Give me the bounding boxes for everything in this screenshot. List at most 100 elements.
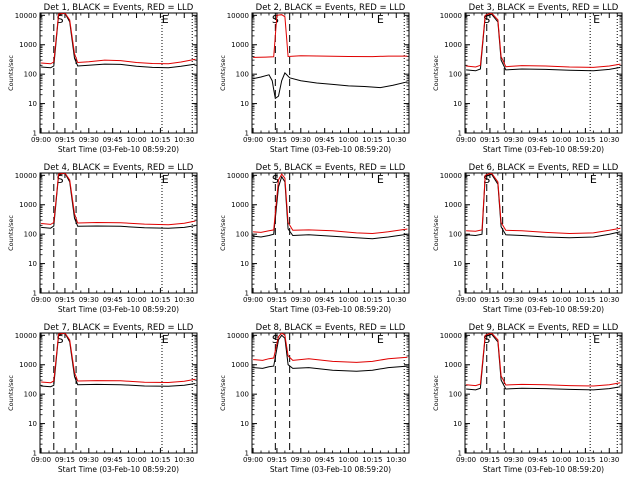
chart-9: Det 9, BLACK = Events, RED = LLD 1 10 100 10… bbox=[432, 323, 623, 474]
chart-3-title: Det 3, BLACK = Events, RED = LLD bbox=[469, 3, 619, 13]
chart-7-marker-s: S bbox=[57, 333, 64, 346]
chart-1-x-tick-label: 09:00 bbox=[31, 136, 51, 144]
chart-6-frame bbox=[464, 172, 623, 294]
chart-4-marker-s: S bbox=[57, 173, 64, 186]
chart-3-x-tick-label: 09:15 bbox=[480, 136, 500, 144]
chart-2-x-tick-label: 09:00 bbox=[243, 136, 263, 144]
chart-1-y-tick-label: 10 bbox=[28, 100, 37, 108]
chart-3-x-tick-label: 09:45 bbox=[528, 136, 548, 144]
chart-1-frame bbox=[39, 12, 198, 134]
chart-6-y-tick-label: 1 bbox=[458, 290, 462, 298]
chart-6-y-tick-label: 100 bbox=[449, 231, 462, 239]
chart-4-x-tick-label: 09:15 bbox=[55, 296, 75, 304]
chart-3-y-tick-label: 1000 bbox=[444, 41, 462, 49]
chart-8-events-line bbox=[253, 334, 408, 372]
chart-9-y-tick-label: 1000 bbox=[444, 361, 462, 369]
chart-4-x-tick-label: 10:00 bbox=[126, 296, 146, 304]
chart-6-title: Det 6, BLACK = Events, RED = LLD bbox=[469, 163, 619, 173]
chart-8-y-tick-label: 1 bbox=[245, 450, 249, 458]
chart-5-x-tick-label: 09:15 bbox=[267, 296, 287, 304]
chart-8-y-axis-label: Counts/sec bbox=[219, 375, 227, 411]
chart-4-title: Det 4, BLACK = Events, RED = LLD bbox=[44, 163, 194, 173]
chart-2-x-tick-label: 09:15 bbox=[267, 136, 287, 144]
chart-1-y-axis-label: Counts/sec bbox=[7, 55, 15, 91]
chart-8-x-tick-label: 10:30 bbox=[386, 456, 406, 464]
chart-8-y-tick-label: 1000 bbox=[231, 361, 249, 369]
chart-3-y-tick-label: 100 bbox=[449, 71, 462, 79]
chart-1-y-tick-label: 10000 bbox=[15, 12, 37, 20]
chart-3-x-tick-label: 10:15 bbox=[575, 136, 595, 144]
chart-2-x-axis-label: Start Time (03-Feb-10 08:59:20) bbox=[270, 145, 391, 154]
chart-2-y-tick-label: 10 bbox=[240, 100, 249, 108]
chart-8-x-tick-label: 10:00 bbox=[338, 456, 358, 464]
chart-7-y-tick-label: 10 bbox=[28, 420, 37, 428]
chart-5-y-tick-label: 10000 bbox=[227, 172, 249, 180]
chart-7-x-tick-label: 10:30 bbox=[174, 456, 194, 464]
chart-7-x-tick-label: 09:15 bbox=[55, 456, 75, 464]
chart-5-x-tick-label: 10:15 bbox=[362, 296, 382, 304]
chart-3-x-axis-label: Start Time (03-Feb-10 08:59:20) bbox=[483, 145, 604, 154]
chart-5-y-tick-label: 1 bbox=[245, 290, 249, 298]
chart-8-y-tick-label: 10 bbox=[240, 420, 249, 428]
chart-9-y-tick-label: 10 bbox=[453, 420, 462, 428]
chart-2-y-tick-label: 1000 bbox=[231, 41, 249, 49]
chart-7-y-tick-label: 1000 bbox=[19, 361, 37, 369]
chart-3-x-tick-label: 10:30 bbox=[599, 136, 619, 144]
chart-7-y-tick-label: 1 bbox=[33, 450, 37, 458]
chart-3-x-tick-label: 10:00 bbox=[551, 136, 571, 144]
chart-8: Det 8, BLACK = Events, RED = LLD 1 10 100 10… bbox=[219, 323, 410, 474]
chart-4-x-tick-label: 09:00 bbox=[31, 296, 51, 304]
chart-8-y-tick-label: 100 bbox=[236, 391, 249, 399]
chart-9-x-tick-label: 09:00 bbox=[456, 456, 476, 464]
chart-7-x-tick-label: 10:00 bbox=[126, 456, 146, 464]
chart-3-y-tick-label: 10000 bbox=[440, 12, 462, 20]
chart-1-x-tick-label: 10:30 bbox=[174, 136, 194, 144]
chart-5-y-axis-label: Counts/sec bbox=[219, 215, 227, 251]
chart-3-x-tick-label: 09:00 bbox=[456, 136, 476, 144]
chart-6-y-tick-label: 10 bbox=[453, 260, 462, 268]
chart-4-frame bbox=[39, 172, 198, 294]
chart-2-x-tick-label: 10:30 bbox=[386, 136, 406, 144]
chart-6-marker-e: E bbox=[590, 173, 597, 186]
chart-9-y-tick-label: 100 bbox=[449, 391, 462, 399]
chart-2-x-tick-label: 10:00 bbox=[338, 136, 358, 144]
chart-2-marker-e: E bbox=[377, 13, 384, 26]
chart-4-lld-line bbox=[41, 173, 196, 226]
chart-6-x-tick-label: 09:15 bbox=[480, 296, 500, 304]
chart-5-y-tick-label: 1000 bbox=[231, 201, 249, 209]
chart-4-y-tick-label: 10 bbox=[28, 260, 37, 268]
chart-6-y-tick-label: 10000 bbox=[440, 172, 462, 180]
chart-5-title: Det 5, BLACK = Events, RED = LLD bbox=[256, 163, 406, 173]
chart-5: Det 5, BLACK = Events, RED = LLD 1 10 100 10… bbox=[219, 163, 410, 314]
chart-6-x-tick-label: 09:00 bbox=[456, 296, 476, 304]
chart-9-x-tick-label: 10:00 bbox=[551, 456, 571, 464]
chart-6-marker-s: S bbox=[483, 173, 490, 186]
chart-7-frame bbox=[39, 332, 198, 454]
chart-1-y-tick-label: 100 bbox=[24, 71, 37, 79]
chart-9-x-tick-label: 10:30 bbox=[599, 456, 619, 464]
chart-3-lld-line bbox=[466, 13, 621, 68]
chart-4-y-tick-label: 1000 bbox=[19, 201, 37, 209]
chart-2-x-tick-label: 09:45 bbox=[315, 136, 335, 144]
chart-8-x-tick-label: 09:00 bbox=[243, 456, 263, 464]
chart-9-frame bbox=[464, 332, 623, 454]
chart-3-frame bbox=[464, 12, 623, 134]
chart-7-y-axis-label: Counts/sec bbox=[7, 375, 15, 411]
chart-7-x-tick-label: 09:45 bbox=[103, 456, 123, 464]
chart-6-y-tick-label: 1000 bbox=[444, 201, 462, 209]
chart-2-frame bbox=[251, 12, 410, 134]
chart-9-title: Det 9, BLACK = Events, RED = LLD bbox=[469, 323, 619, 333]
chart-7-x-tick-label: 10:15 bbox=[150, 456, 170, 464]
chart-2-title: Det 2, BLACK = Events, RED = LLD bbox=[256, 3, 406, 13]
chart-9-x-tick-label: 10:15 bbox=[575, 456, 595, 464]
chart-5-x-tick-label: 09:30 bbox=[291, 296, 311, 304]
chart-6-y-axis-label: Counts/sec bbox=[432, 215, 440, 251]
chart-4-y-tick-label: 1 bbox=[33, 290, 37, 298]
chart-4-marker-e: E bbox=[162, 173, 169, 186]
chart-3-y-tick-label: 10 bbox=[453, 100, 462, 108]
chart-5-marker-s: S bbox=[272, 173, 279, 186]
chart-7-y-tick-label: 10000 bbox=[15, 332, 37, 340]
chart-8-x-tick-label: 09:15 bbox=[267, 456, 287, 464]
